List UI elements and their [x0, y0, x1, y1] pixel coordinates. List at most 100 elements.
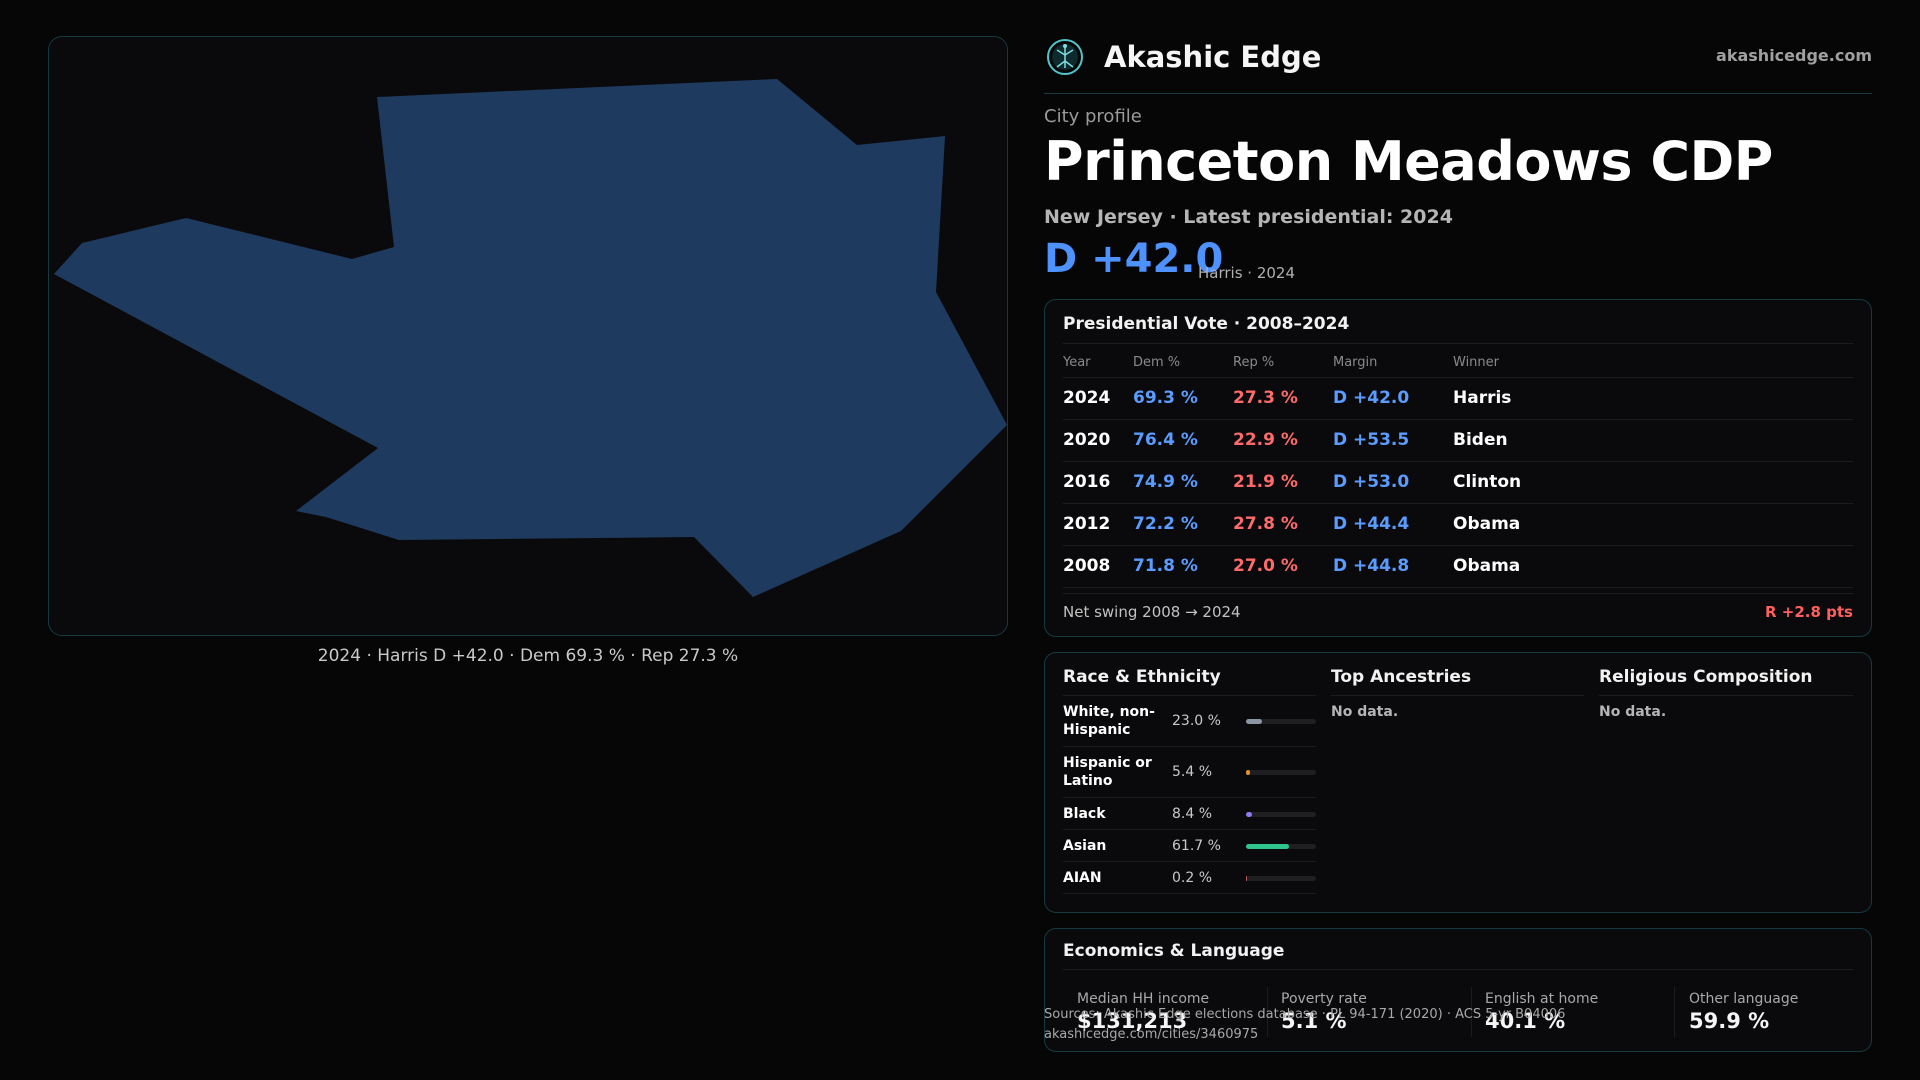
cell-rep: 27.3 %: [1233, 377, 1333, 420]
tree-of-life-icon[interactable]: [1046, 38, 1084, 76]
cell-margin: D +44.8: [1333, 545, 1453, 588]
presidential-vote-card: Presidential Vote · 2008–2024 Year Dem %…: [1044, 299, 1872, 637]
ancestries-section: Top Ancestries No data.: [1331, 667, 1584, 720]
religion-section: Religious Composition No data.: [1599, 667, 1853, 720]
demographics-card: Race & Ethnicity White, non-Hispanic 23.…: [1044, 652, 1872, 913]
header-rep: Rep %: [1233, 348, 1333, 378]
race-pct: 5.4 %: [1172, 764, 1213, 780]
brand-header: Akashic Edge akashicedge.com: [1044, 38, 1872, 94]
race-label: White, non-Hispanic: [1063, 704, 1155, 738]
table-row: 2012 72.2 % 27.8 % D +44.4 Obama: [1063, 503, 1853, 546]
footer: Sources: Akashic Edge elections database…: [1044, 1005, 1565, 1045]
vote-card-title: Presidential Vote · 2008–2024: [1063, 314, 1350, 334]
race-label: Hispanic or Latino: [1063, 755, 1152, 789]
stat-label: English at home: [1485, 991, 1599, 1007]
city-boundary-shape[interactable]: [54, 79, 1007, 597]
table-row: 2020 76.4 % 22.9 % D +53.5 Biden: [1063, 419, 1853, 462]
stat-value: 40.1 %: [1485, 1009, 1566, 1033]
header-margin: Margin: [1333, 348, 1453, 378]
race-title: Race & Ethnicity: [1063, 667, 1221, 687]
race-bar-track: [1246, 770, 1316, 775]
divider: [1063, 695, 1316, 696]
map-panel[interactable]: [48, 36, 1008, 636]
cell-year: 2020: [1063, 419, 1133, 462]
race-label: Black: [1063, 805, 1106, 822]
economics-card: Economics & Language Median HH income $1…: [1044, 928, 1872, 1052]
cell-winner: Biden: [1453, 419, 1853, 462]
race-bar-track: [1246, 843, 1316, 849]
cell-dem: 72.2 %: [1133, 503, 1233, 546]
cell-rep: 27.8 %: [1233, 503, 1333, 546]
divider: [1471, 987, 1472, 1037]
race-bar-fill: [1246, 811, 1252, 817]
latest-margin: D +42.0: [1044, 236, 1224, 282]
cell-winner: Harris: [1453, 377, 1853, 420]
brand-url-link[interactable]: akashicedge.com: [1716, 46, 1872, 65]
cell-year: 2012: [1063, 503, 1133, 546]
race-bar-track: [1246, 719, 1316, 724]
cell-margin: D +53.5: [1333, 419, 1453, 462]
divider: [1331, 695, 1584, 696]
divider: [1599, 695, 1853, 696]
race-label: Asian: [1063, 837, 1107, 854]
race-label: AIAN: [1063, 869, 1102, 886]
cell-margin: D +44.4: [1333, 503, 1453, 546]
page-title: Princeton Meadows CDP: [1044, 130, 1773, 193]
brand-name[interactable]: Akashic Edge: [1104, 40, 1322, 74]
race-bar-fill: [1246, 875, 1248, 881]
divider: [1063, 969, 1853, 970]
cell-winner: Obama: [1453, 545, 1853, 588]
cell-rep: 27.0 %: [1233, 545, 1333, 588]
cell-dem: 71.8 %: [1133, 545, 1233, 588]
race-bar-fill: [1246, 770, 1250, 775]
cell-year: 2024: [1063, 377, 1133, 420]
divider: [1063, 593, 1853, 594]
map-caption: 2024 · Harris D +42.0 · Dem 69.3 % · Rep…: [317, 646, 739, 666]
header-dem: Dem %: [1133, 348, 1233, 378]
ancestries-title: Top Ancestries: [1331, 667, 1472, 687]
divider: [1063, 343, 1853, 344]
cell-dem: 69.3 %: [1133, 377, 1233, 420]
cell-winner: Clinton: [1453, 461, 1853, 504]
cell-margin: D +53.0: [1333, 461, 1453, 504]
cell-dem: 74.9 %: [1133, 461, 1233, 504]
stat-value: 5.1 %: [1281, 1009, 1347, 1033]
city-link[interactable]: akashicedge.com/cities/3460975: [1044, 1027, 1259, 1042]
race-pct: 0.2 %: [1172, 869, 1213, 886]
net-swing-label: Net swing 2008 → 2024: [1063, 603, 1241, 621]
net-swing-value: R +2.8 pts: [1765, 603, 1853, 621]
stat-median-income: Median HH income $131,213: [1077, 991, 1277, 1039]
stat-other-language: Other language 59.9 %: [1689, 991, 1889, 1039]
page-eyebrow: City profile: [1044, 106, 1142, 127]
economics-title: Economics & Language: [1063, 941, 1285, 961]
cell-rep: 22.9 %: [1233, 419, 1333, 462]
header-year: Year: [1063, 348, 1133, 378]
race-bar-fill: [1246, 843, 1290, 849]
race-bar-track: [1246, 811, 1316, 817]
table-row: 2008 71.8 % 27.0 % D +44.8 Obama: [1063, 545, 1853, 588]
city-boundary-map[interactable]: [49, 37, 1008, 636]
stat-label: Other language: [1689, 991, 1799, 1007]
religion-title: Religious Composition: [1599, 667, 1813, 687]
cell-year: 2016: [1063, 461, 1133, 504]
race-pct: 23.0 %: [1172, 713, 1221, 729]
cell-year: 2008: [1063, 545, 1133, 588]
race-row: Hispanic or Latino 5.4 %: [1063, 747, 1316, 798]
table-row: 2024 69.3 % 27.3 % D +42.0 Harris: [1063, 377, 1853, 420]
race-ethnicity-section: Race & Ethnicity White, non-Hispanic 23.…: [1063, 667, 1316, 894]
ancestries-empty: No data.: [1331, 704, 1399, 720]
race-row: Asian 61.7 %: [1063, 830, 1316, 862]
race-bar-track: [1246, 875, 1316, 881]
stat-poverty-rate: Poverty rate 5.1 %: [1281, 991, 1481, 1039]
race-bar-fill: [1246, 719, 1263, 724]
divider: [1674, 987, 1675, 1037]
race-pct: 8.4 %: [1172, 805, 1213, 822]
cell-margin: D +42.0: [1333, 377, 1453, 420]
stat-label: Median HH income: [1077, 991, 1210, 1007]
sources-text: Sources: Akashic Edge elections database…: [1044, 1007, 1566, 1022]
stat-english-at-home: English at home 40.1 %: [1485, 991, 1685, 1039]
religion-empty: No data.: [1599, 704, 1667, 720]
vote-table: Year Dem % Rep % Margin Winner 2024 69.3…: [1063, 348, 1853, 588]
vote-table-header: Year Dem % Rep % Margin Winner: [1063, 348, 1853, 378]
header-winner: Winner: [1453, 348, 1853, 378]
